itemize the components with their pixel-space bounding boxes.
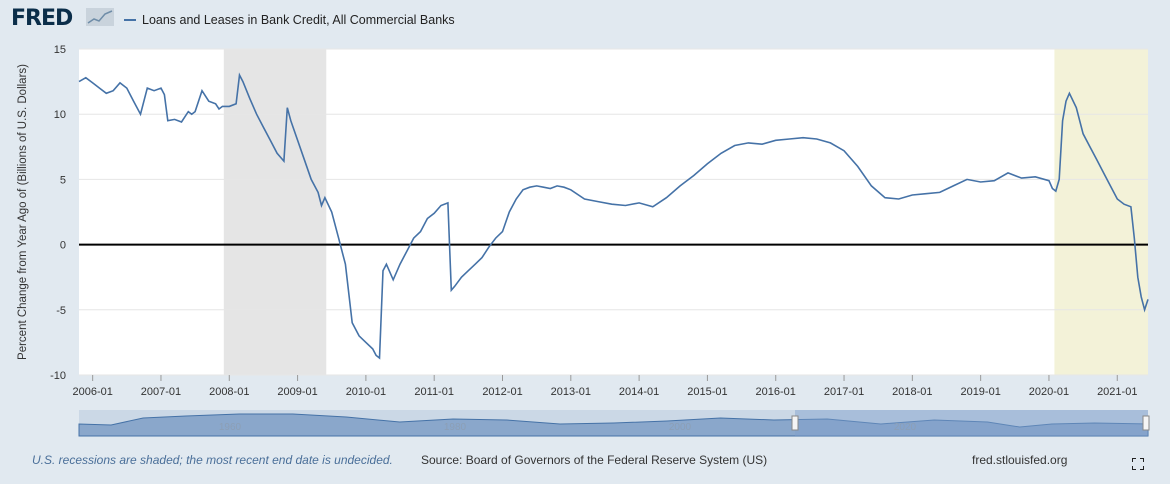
recession-band: [223, 49, 327, 375]
navigator-left-handle[interactable]: [791, 415, 799, 431]
x-tick-label: 2018-01: [892, 386, 932, 398]
x-tick-label: 2007-01: [141, 386, 181, 398]
x-tick-label: 2019-01: [960, 386, 1000, 398]
y-tick-label: 10: [54, 109, 66, 121]
x-tick-label: 2013-01: [551, 386, 591, 398]
chart[interactable]: 15 10 5 0 -5 -10 2006-01 2007-01 2008-01 2009-01…: [0, 0, 1170, 440]
x-axis-ticks: 2006-01 2007-01 2008-01 2009-01 2010-01 2011-…: [72, 375, 1137, 398]
x-tick-label: 2006-01: [72, 386, 112, 398]
x-tick-label: 2014-01: [619, 386, 659, 398]
navigator-area: [78, 413, 1149, 437]
y-tick-label: -5: [56, 305, 66, 317]
y-tick-label: 0: [60, 240, 66, 252]
source-text: Source: Board of Governors of the Federa…: [421, 453, 768, 467]
x-tick-label: 2016-01: [756, 386, 796, 398]
site-link[interactable]: fred.stlouisfed.org: [972, 453, 1068, 467]
x-tick-label: 2017-01: [824, 386, 864, 398]
y-axis-label: Percent Change from Year Ago of (Billion…: [17, 64, 29, 360]
recession-shading: [223, 49, 1148, 375]
y-tick-label: 15: [54, 44, 66, 56]
y-tick-label: 5: [60, 174, 66, 186]
fred-logo[interactable]: FRED: [11, 6, 73, 31]
fullscreen-icon[interactable]: [1132, 458, 1144, 470]
x-tick-label: 2015-01: [687, 386, 727, 398]
x-tick-label: 2009-01: [277, 386, 317, 398]
time-navigator[interactable]: 1960 1980 2000 2020: [78, 410, 1150, 437]
navigator-right-handle[interactable]: [1142, 415, 1150, 431]
x-tick-label: 2011-01: [414, 386, 454, 398]
fred-logo-graph-icon: [86, 8, 114, 26]
navigator-label-2000: 2000: [669, 422, 692, 433]
x-tick-label: 2008-01: [209, 386, 249, 398]
x-tick-label: 2010-01: [346, 386, 386, 398]
legend-swatch: [124, 19, 136, 21]
chart-header: FRED Loans and Leases in Bank Credit, Al…: [0, 0, 1170, 40]
recession-band: [1054, 49, 1148, 375]
legend[interactable]: Loans and Leases in Bank Credit, All Com…: [124, 13, 455, 27]
recession-note: U.S. recessions are shaded; the most rec…: [32, 453, 393, 467]
navigator-selection[interactable]: [795, 410, 1148, 436]
series-line[interactable]: [78, 72, 1149, 360]
y-tick-label: -10: [50, 370, 66, 382]
legend-label: Loans and Leases in Bank Credit, All Com…: [142, 13, 455, 27]
navigator-label-1960: 1960: [219, 422, 242, 433]
y-axis-ticks: 15 10 5 0 -5 -10: [50, 44, 66, 382]
x-tick-label: 2021-01: [1097, 386, 1137, 398]
navigator-label-1980: 1980: [444, 422, 467, 433]
x-tick-label: 2020-01: [1029, 386, 1069, 398]
x-tick-label: 2012-01: [482, 386, 522, 398]
navigator-label-2020: 2020: [894, 422, 917, 433]
